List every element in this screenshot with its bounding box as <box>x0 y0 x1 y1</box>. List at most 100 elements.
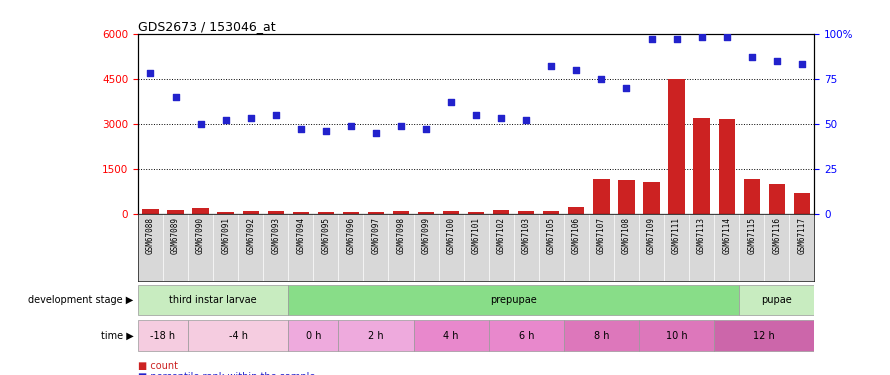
Bar <box>668 79 684 214</box>
Bar <box>368 212 384 214</box>
Bar <box>142 209 158 214</box>
Bar <box>568 207 585 214</box>
Point <box>244 116 258 122</box>
Bar <box>714 320 814 351</box>
Text: development stage ▶: development stage ▶ <box>28 295 134 305</box>
Text: 10 h: 10 h <box>666 331 687 340</box>
Bar <box>138 285 288 315</box>
Point <box>469 112 483 118</box>
Text: -18 h: -18 h <box>150 331 175 340</box>
Text: GSM67111: GSM67111 <box>672 217 681 254</box>
Text: -4 h: -4 h <box>229 331 247 340</box>
Text: GSM67102: GSM67102 <box>497 217 506 254</box>
Text: GSM67098: GSM67098 <box>396 217 406 254</box>
Point <box>694 34 708 40</box>
Bar <box>740 285 814 315</box>
Point <box>519 117 533 123</box>
Bar <box>489 320 564 351</box>
Text: GSM67090: GSM67090 <box>196 217 205 254</box>
Text: time ▶: time ▶ <box>101 331 134 340</box>
Text: GSM67107: GSM67107 <box>597 217 606 254</box>
Point <box>143 70 158 76</box>
Point <box>719 34 733 40</box>
Bar <box>138 320 188 351</box>
Bar <box>418 211 434 214</box>
Text: GSM67099: GSM67099 <box>422 217 431 254</box>
Point <box>193 121 207 127</box>
Point <box>444 99 458 105</box>
Text: GSM67106: GSM67106 <box>572 217 581 254</box>
Point <box>544 63 558 69</box>
Bar <box>564 320 639 351</box>
Text: third instar larvae: third instar larvae <box>169 295 257 305</box>
Text: 6 h: 6 h <box>519 331 534 340</box>
Text: GSM67116: GSM67116 <box>773 217 781 254</box>
Text: GSM67108: GSM67108 <box>622 217 631 254</box>
Text: prepupae: prepupae <box>490 295 537 305</box>
Point <box>669 36 684 42</box>
Bar <box>288 285 740 315</box>
Text: 12 h: 12 h <box>753 331 775 340</box>
Bar <box>443 211 459 214</box>
Text: 0 h: 0 h <box>305 331 321 340</box>
Text: GSM67103: GSM67103 <box>522 217 530 254</box>
Point <box>269 112 283 118</box>
Bar <box>543 211 560 214</box>
Text: GSM67092: GSM67092 <box>247 217 255 254</box>
Bar <box>192 208 209 214</box>
Text: GSM67115: GSM67115 <box>748 217 756 254</box>
Text: GSM67089: GSM67089 <box>171 217 180 254</box>
Text: GSM67101: GSM67101 <box>472 217 481 254</box>
Text: GSM67091: GSM67091 <box>221 217 231 254</box>
Text: 2 h: 2 h <box>368 331 384 340</box>
Bar <box>769 184 785 214</box>
Bar <box>693 118 709 214</box>
Bar <box>594 179 610 214</box>
Bar <box>794 193 810 214</box>
Text: GSM67117: GSM67117 <box>797 217 806 254</box>
Point <box>570 67 584 73</box>
Point <box>394 123 409 129</box>
Point <box>745 54 759 60</box>
Text: GSM67095: GSM67095 <box>321 217 330 254</box>
Point <box>168 94 182 100</box>
Point <box>644 36 659 42</box>
Bar <box>217 211 234 214</box>
Point <box>770 58 784 64</box>
Point <box>494 116 508 122</box>
Bar <box>718 119 735 214</box>
Text: GDS2673 / 153046_at: GDS2673 / 153046_at <box>138 20 276 33</box>
Point <box>595 76 609 82</box>
Point <box>795 62 809 68</box>
Bar <box>414 320 489 351</box>
Bar <box>468 212 484 214</box>
Bar <box>293 211 309 214</box>
Bar <box>167 210 183 214</box>
Text: GSM67113: GSM67113 <box>697 217 706 254</box>
Text: GSM67105: GSM67105 <box>546 217 556 254</box>
Bar <box>518 211 534 214</box>
Point <box>419 126 433 132</box>
Point <box>344 123 358 129</box>
Bar <box>268 211 284 214</box>
Text: GSM67109: GSM67109 <box>647 217 656 254</box>
Bar <box>493 210 509 214</box>
Text: GSM67088: GSM67088 <box>146 217 155 254</box>
Bar <box>343 211 359 214</box>
Bar <box>243 211 259 214</box>
Text: 8 h: 8 h <box>594 331 609 340</box>
Text: GSM67097: GSM67097 <box>371 217 380 254</box>
Text: ■ percentile rank within the sample: ■ percentile rank within the sample <box>138 372 315 375</box>
Text: GSM67093: GSM67093 <box>271 217 280 254</box>
Text: GSM67094: GSM67094 <box>296 217 305 254</box>
Bar <box>338 320 414 351</box>
Bar <box>392 211 409 214</box>
Text: ■ count: ■ count <box>138 361 178 370</box>
Text: pupae: pupae <box>762 295 792 305</box>
Bar <box>643 182 659 214</box>
Point <box>368 130 383 136</box>
Text: GSM67096: GSM67096 <box>346 217 355 254</box>
Bar <box>188 320 288 351</box>
Bar <box>743 179 760 214</box>
Text: GSM67100: GSM67100 <box>447 217 456 254</box>
